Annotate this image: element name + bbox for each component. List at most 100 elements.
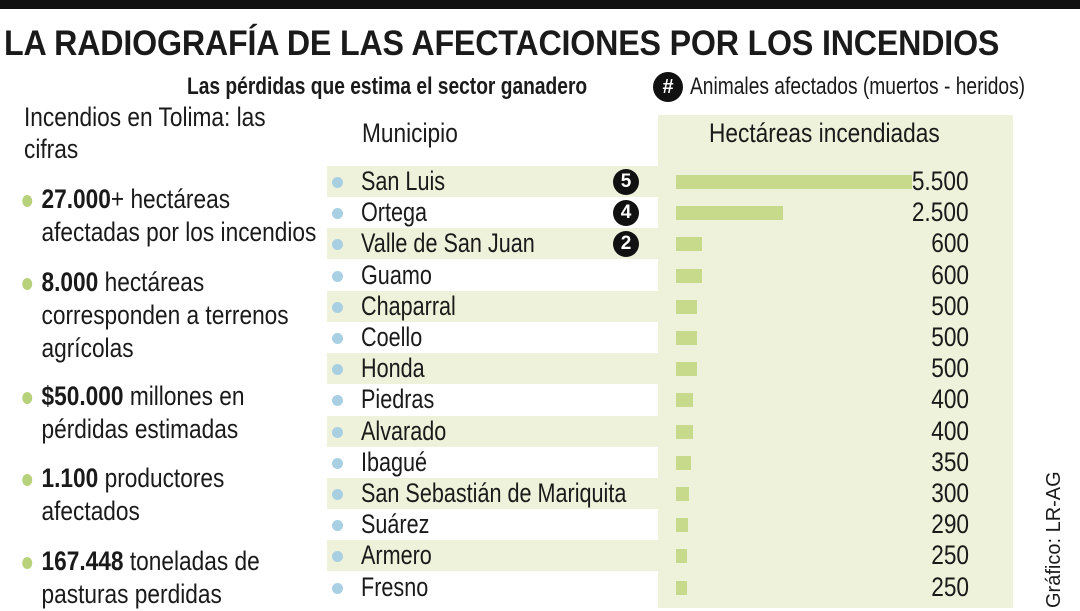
municipio-label: Chaparral <box>361 290 456 321</box>
chart-row: Chaparral 500 <box>327 290 1013 322</box>
animals-affected-badge: 4 <box>613 200 639 227</box>
chart-row: Piedras 400 <box>327 384 1013 415</box>
legend: # Animales afectados (muertos - heridos) <box>653 72 1080 102</box>
hectares-value-label: 5.500 <box>912 166 969 196</box>
hectares-bar <box>676 580 687 595</box>
fact-text: $50.000 millones en pérdidas estimadas <box>42 380 328 446</box>
chart-row: Ibagué 350 <box>327 447 1013 478</box>
municipio-label: Suárez <box>361 509 430 540</box>
fact-description: millones en pérdidas estimadas <box>41 381 245 444</box>
chart-row: Alvarado 400 <box>327 415 1013 447</box>
hectares-bar <box>676 237 702 252</box>
fact-value: 1.100 <box>41 463 99 493</box>
fact-description: productores afectados <box>41 463 225 526</box>
chart-row: Coello 500 <box>327 322 1013 353</box>
hectares-value-label: 600 <box>931 259 969 290</box>
animals-affected-badge: 5 <box>613 169 639 195</box>
hectares-bar <box>676 393 693 408</box>
animals-affected-badge: 2 <box>613 231 639 258</box>
hectares-bar <box>676 487 689 501</box>
hectares-value-label: 400 <box>931 415 969 446</box>
bullet-dot <box>22 474 33 486</box>
hectares-bar <box>676 331 697 345</box>
fact-description: hectáreas corresponden a terrenos agríco… <box>41 267 289 363</box>
chart-row: San Sebastián de Mariquita 300 <box>327 478 1013 509</box>
column-header-hectareas: Hectáreas incendiadas <box>709 118 940 148</box>
municipio-dot <box>332 457 343 469</box>
municipio-dot <box>332 551 343 563</box>
hectares-value-label: 250 <box>931 571 969 602</box>
row-shade <box>327 540 1013 572</box>
top-rule <box>0 0 1080 9</box>
fact-text: 167.448 toneladas de pasturas perdidas <box>42 545 328 611</box>
municipio-label: San Sebastián de Mariquita <box>361 478 627 508</box>
fact-description: + hectáreas afectadas por los incendios <box>41 184 317 247</box>
hectares-value-label: 350 <box>931 446 969 477</box>
bullet-dot <box>22 557 33 569</box>
municipio-label: Piedras <box>361 384 435 415</box>
municipio-dot <box>332 489 343 500</box>
municipio-dot <box>332 333 343 344</box>
municipio-dot <box>332 270 343 282</box>
municipio-dot <box>332 208 343 220</box>
hectares-bar <box>676 299 697 314</box>
chart-row: Valle de San Juan 2 600 <box>327 228 1013 260</box>
municipio-dot <box>332 582 343 594</box>
hectares-value-label: 400 <box>931 384 969 415</box>
hectares-value-label: 500 <box>931 322 969 352</box>
municipio-label: Ibagué <box>361 446 428 477</box>
municipio-label: Fresno <box>361 571 429 602</box>
hectares-value-label: 300 <box>931 478 969 508</box>
credit: Gráfico: LR-AG <box>1043 471 1065 608</box>
hectares-bar <box>676 268 702 283</box>
hectares-bar <box>676 206 783 221</box>
bullet-dot <box>22 195 33 207</box>
hectares-value-label: 600 <box>931 228 969 259</box>
chart-row: San Luis 5 5.500 <box>327 166 1013 197</box>
row-shade <box>327 228 1013 260</box>
chart-row: Honda 500 <box>327 353 1013 385</box>
left-panel-title: Incendios en Tolima: las cifras <box>24 102 266 164</box>
chart-row: Ortega 4 2.500 <box>327 197 1013 228</box>
municipio-label: San Luis <box>361 166 446 196</box>
hectares-bar <box>676 518 688 533</box>
municipio-label: Armero <box>361 540 432 571</box>
hectares-bar <box>676 549 687 564</box>
municipio-dot <box>332 364 343 376</box>
municipio-dot <box>332 301 343 313</box>
fact-value: 27.000 <box>41 184 111 214</box>
row-shade <box>327 290 1013 322</box>
fact-text: 1.100 productores afectados <box>42 462 328 528</box>
chart-row: Suárez 290 <box>327 509 1013 540</box>
municipio-label: Honda <box>361 353 425 384</box>
hectares-chart: Municipio Hectáreas incendiadas San Luis… <box>327 115 1017 608</box>
row-shade <box>327 353 1013 385</box>
chart-row: Armero 250 <box>327 540 1013 572</box>
hectares-value-label: 250 <box>931 540 969 571</box>
fact-text: 8.000 hectáreas corresponden a terrenos … <box>42 266 328 365</box>
hectares-bar <box>676 424 693 439</box>
bullet-dot <box>22 392 33 404</box>
chart-row: Guamo 600 <box>327 260 1013 291</box>
municipio-dot <box>332 395 343 407</box>
subtitle: Las pérdidas que estima el sector ganade… <box>187 73 588 100</box>
legend-text: Animales afectados (muertos - heridos) <box>690 73 1026 100</box>
row-shade <box>327 478 1013 509</box>
fact-value: 8.000 <box>41 267 99 297</box>
hectares-bar <box>676 175 912 189</box>
fact-text: 27.000+ hectáreas afectadas por los ince… <box>42 183 328 249</box>
page-title: LA RADIOGRAFÍA DE LAS AFECTACIONES POR L… <box>4 24 1000 63</box>
chart-row: Fresno 250 <box>327 572 1013 603</box>
bullet-dot <box>22 278 33 290</box>
hectares-value-label: 500 <box>931 290 969 321</box>
municipio-label: Coello <box>361 322 423 352</box>
municipio-label: Valle de San Juan <box>361 228 535 259</box>
hectares-value-label: 290 <box>931 509 969 540</box>
row-shade <box>327 415 1013 447</box>
municipio-label: Ortega <box>361 197 428 228</box>
municipio-label: Alvarado <box>361 415 447 446</box>
column-header-municipio: Municipio <box>362 118 458 148</box>
municipio-dot <box>332 177 343 188</box>
municipio-dot <box>332 520 343 532</box>
municipio-label: Guamo <box>361 259 432 290</box>
